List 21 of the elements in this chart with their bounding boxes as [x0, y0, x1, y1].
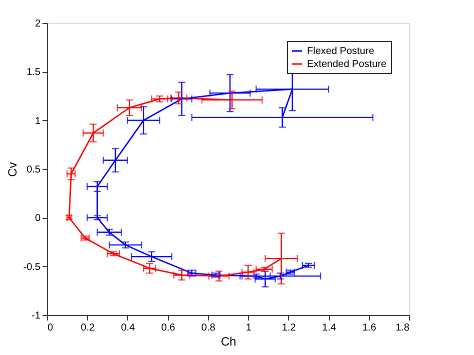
- y-tick-label: 1.5: [26, 67, 41, 78]
- y-tick-label: -0.5: [23, 262, 41, 273]
- x-tick-label: 1.2: [282, 322, 296, 334]
- legend-label: Extended Posture: [307, 59, 387, 70]
- x-tick-label: 0: [48, 322, 54, 334]
- x-tick-label: 0.6: [161, 322, 176, 334]
- x-axis-title: Ch: [220, 334, 236, 348]
- x-tick-label: 0.2: [80, 322, 96, 334]
- y-tick-label: -1: [32, 310, 41, 322]
- y-axis-title: Cv: [5, 162, 20, 177]
- y-tick-label: 0.5: [26, 164, 41, 176]
- x-tick-label: 1.6: [362, 322, 377, 334]
- x-tick-label: 1.4: [322, 322, 336, 334]
- y-tick-label: 1: [34, 116, 41, 127]
- x-tick-label: 0.4: [120, 322, 136, 334]
- y-tick-label: 2: [34, 18, 41, 30]
- x-tick-label: 1: [246, 322, 252, 334]
- y-tick-label: 0: [34, 213, 41, 224]
- legend-label: Flexed Posture: [307, 46, 375, 57]
- x-tick-label: 1.8: [396, 322, 410, 334]
- x-tick-label: 0.8: [201, 322, 216, 334]
